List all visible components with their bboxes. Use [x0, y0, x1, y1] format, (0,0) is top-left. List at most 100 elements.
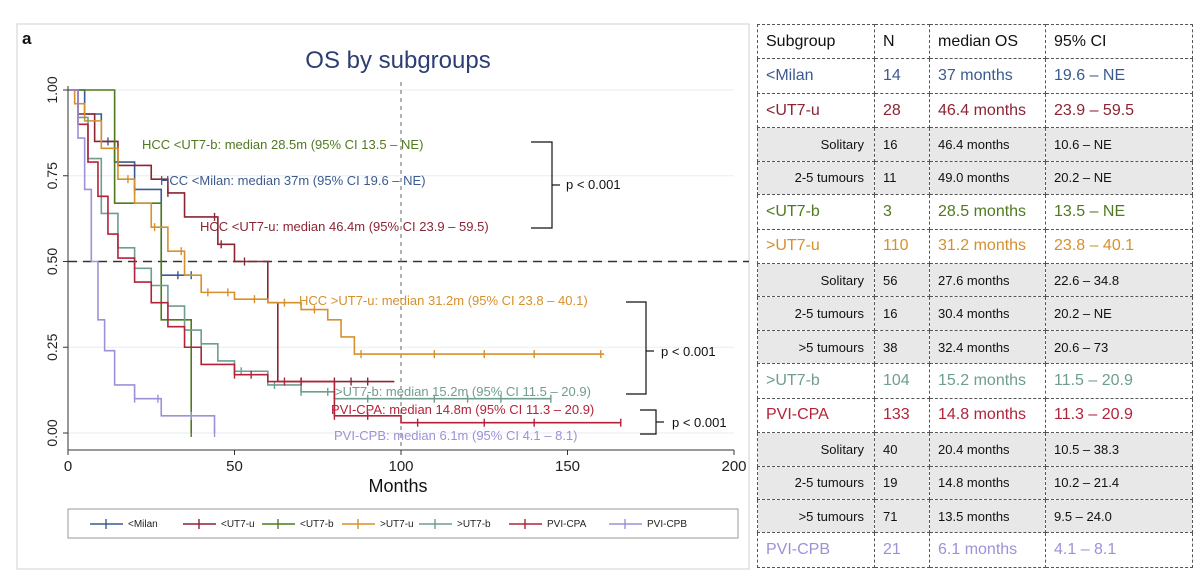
table-cell: PVI-CPB	[757, 532, 875, 568]
p-value-brackets	[531, 141, 664, 435]
km-curve	[68, 89, 193, 433]
table-cell: 40	[874, 432, 930, 467]
table-cell: 20.6 – 73	[1045, 329, 1193, 365]
table-cell: 2-5 tumours	[757, 160, 875, 196]
table-row: 2-5 tumours 11 49.0 months 20.2 – NE	[757, 160, 1193, 196]
table-cell: 20.2 – NE	[1045, 296, 1193, 331]
table-cell: 38	[874, 329, 930, 365]
table-cell: 4.1 – 8.1	[1045, 532, 1193, 568]
table-cell: 11.5 – 20.9	[1045, 363, 1193, 399]
table-cell: 49.0 months	[929, 160, 1046, 196]
annotation-text: PVI-CPA: median 14.8m (95% CI 11.3 – 20.…	[331, 402, 594, 417]
table-header-cell: Subgroup	[757, 23, 875, 60]
legend-label: <UT7-u	[221, 519, 255, 530]
y-tick-label: 1.00	[44, 76, 60, 103]
table-cell: 13.5 – NE	[1045, 194, 1193, 230]
legend: <Milan <UT7-u <UT7-b >UT7-u >UT7-b PVI-CPA PVI…	[90, 519, 687, 530]
table-cell: 28	[874, 92, 930, 129]
x-tick-label: 100	[388, 458, 413, 475]
table-cell: 3	[874, 194, 930, 230]
table-cell: 13.5 months	[929, 499, 1046, 534]
x-tick-label: 150	[555, 458, 580, 475]
table-cell: 46.4 months	[929, 127, 1046, 162]
table-cell: 22.6 – 34.8	[1045, 263, 1193, 298]
y-tick-label: 0.00	[44, 419, 60, 446]
table-cell: 31.2 months	[929, 228, 1046, 265]
table-cell: >UT7-u	[757, 228, 875, 265]
legend-label: PVI-CPB	[647, 519, 687, 530]
table-cell: 104	[874, 363, 930, 399]
legend-label: >UT7-b	[457, 519, 491, 530]
y-tick-label: 0.75	[44, 162, 60, 189]
table-row: 2-5 tumours 19 14.8 months 10.2 – 21.4	[757, 465, 1193, 501]
km-curve	[68, 89, 395, 383]
y-tick-label: 0.50	[44, 248, 60, 275]
legend-label: PVI-CPA	[547, 519, 587, 530]
table-cell: 23.9 – 59.5	[1045, 92, 1193, 129]
table-cell: <UT7-b	[757, 194, 875, 230]
reference-lines	[68, 82, 749, 450]
ticks: 0.00 0.25 0.50 0.75 1.00 0 50 100 150 200	[44, 76, 747, 475]
table-cell: 110	[874, 228, 930, 265]
table-row: PVI-CPA 133 14.8 months 11.3 – 20.9	[757, 397, 1193, 434]
table-cell: 16	[874, 296, 930, 331]
table-cell: 56	[874, 263, 930, 298]
x-axis-title: Months	[368, 476, 427, 496]
y-tick-label: 0.25	[44, 333, 60, 360]
table-cell: 10.5 – 38.3	[1045, 432, 1193, 467]
annotations: HCC <UT7-b: median 28.5m (95% CI 13.5 – …	[142, 137, 727, 443]
table-row: >5 tumours 38 32.4 months 20.6 – 73	[757, 329, 1193, 365]
table-cell: 9.5 – 24.0	[1045, 499, 1193, 534]
table-row: Solitary 16 46.4 months 10.6 – NE	[757, 127, 1193, 162]
table-row: PVI-CPB 21 6.1 months 4.1 – 8.1	[757, 532, 1193, 568]
table-cell: 11.3 – 20.9	[1045, 397, 1193, 434]
table-row: <UT7-u 28 46.4 months 23.9 – 59.5	[757, 92, 1193, 129]
table-cell: >UT7-b	[757, 363, 875, 399]
table-cell: 20.4 months	[929, 432, 1046, 467]
table-cell: 71	[874, 499, 930, 534]
table-header-cell: 95% CI	[1045, 23, 1193, 60]
table-cell: 2-5 tumours	[757, 296, 875, 331]
plot-frame	[16, 23, 750, 570]
table-cell: 46.4 months	[929, 92, 1046, 129]
legend-label: <UT7-b	[300, 519, 334, 530]
km-curve	[68, 89, 216, 433]
annotation-text: HCC <UT7-u: median 46.4m (95% CI 23.9 – …	[200, 219, 489, 234]
x-tick-label: 200	[721, 458, 746, 475]
table-cell: 14.8 months	[929, 397, 1046, 434]
table-cell: 19.6 – NE	[1045, 58, 1193, 94]
table-header-cell: N	[874, 23, 930, 60]
km-chart: a OS by subgroups 0.00 0.25 0.50 0.75 1.00 0 5…	[16, 23, 750, 570]
table-cell: 133	[874, 397, 930, 434]
annotation-text: p < 0.001	[566, 177, 621, 192]
table-cell: 11	[874, 160, 930, 196]
table-cell: Solitary	[757, 127, 875, 162]
table-cell: 37 months	[929, 58, 1046, 94]
table-cell: 19	[874, 465, 930, 501]
table-cell: 28.5 months	[929, 194, 1046, 230]
bracket-2	[626, 301, 647, 395]
km-curve	[68, 89, 605, 355]
legend-label: >UT7-u	[380, 519, 414, 530]
table-cell: 23.8 – 40.1	[1045, 228, 1193, 265]
table-row: <UT7-b 3 28.5 months 13.5 – NE	[757, 194, 1193, 230]
table-cell: 30.4 months	[929, 296, 1046, 331]
table-cell: Solitary	[757, 432, 875, 467]
table-cell: 2-5 tumours	[757, 465, 875, 501]
table-cell: PVI-CPA	[757, 397, 875, 434]
annotation-text: HCC <UT7-b: median 28.5m (95% CI 13.5 – …	[142, 137, 423, 152]
table-cell: 14	[874, 58, 930, 94]
table-cell: 14.8 months	[929, 465, 1046, 501]
km-curve	[68, 89, 621, 424]
table-header-cell: median OS	[929, 23, 1046, 60]
table-row: <Milan 14 37 months 19.6 – NE	[757, 58, 1193, 94]
table-cell: 10.2 – 21.4	[1045, 465, 1193, 501]
table-cell: 10.6 – NE	[1045, 127, 1193, 162]
table-cell: <UT7-u	[757, 92, 875, 129]
x-tick-label: 0	[64, 458, 72, 475]
table-cell: 21	[874, 532, 930, 568]
annotation-text: p < 0.001	[661, 344, 716, 359]
series-layer	[68, 89, 622, 437]
table-row: 2-5 tumours 16 30.4 months 20.2 – NE	[757, 296, 1193, 331]
annotation-text: HCC >UT7-u: median 31.2m (95% CI 23.8 – …	[299, 293, 588, 308]
